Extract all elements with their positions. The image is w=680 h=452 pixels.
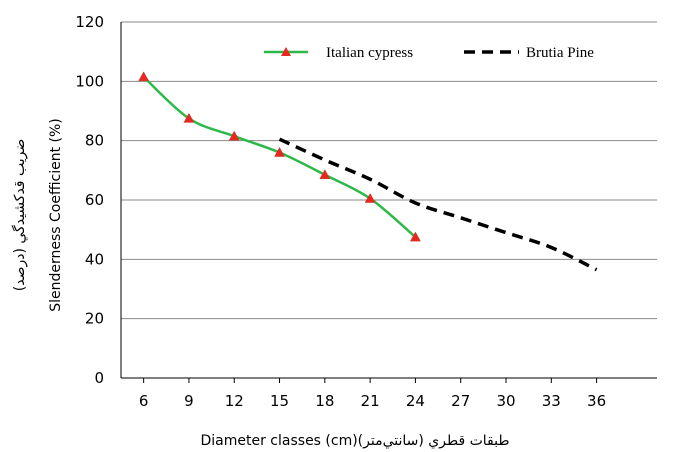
legend: Italian cypress Brutia Pine <box>264 45 594 61</box>
x-tick-labels: 6 9 12 15 18 21 24 27 30 33 36 <box>139 392 606 410</box>
point-italian-cypress-9 <box>183 112 195 123</box>
series-line-brutia-pine <box>278 137 598 272</box>
x-axis-title: Diameter classes (cm)(طبقات قطري (سانتي‌… <box>201 433 510 449</box>
axes <box>120 22 657 383</box>
x-tick-12: 12 <box>225 392 244 410</box>
y-tick-120: 120 <box>75 13 104 31</box>
x-tick-6: 6 <box>139 392 149 410</box>
x-tick-36: 36 <box>587 392 606 410</box>
point-italian-cypress-12 <box>228 130 240 141</box>
series-layer <box>138 71 598 272</box>
gridlines <box>121 21 657 320</box>
y-tick-100: 100 <box>75 72 104 90</box>
y-tick-80: 80 <box>85 132 104 150</box>
point-italian-cypress-15 <box>274 147 285 157</box>
point-italian-cypress-6 <box>138 71 150 82</box>
x-tick-30: 30 <box>496 392 515 410</box>
y-axis-title-persian: ضريب قدکشيدگي (درصد) <box>11 139 28 291</box>
y-axis-title: Slenderness Coefficient (%) <box>48 118 64 312</box>
y-tick-20: 20 <box>85 310 104 328</box>
x-tick-15: 15 <box>270 392 289 410</box>
x-tick-33: 33 <box>542 392 561 410</box>
y-tick-60: 60 <box>85 191 104 209</box>
legend-marker-italian-cypress <box>281 47 291 56</box>
y-tick-0: 0 <box>94 369 104 387</box>
x-tick-27: 27 <box>451 392 470 410</box>
point-italian-cypress-21 <box>364 193 376 203</box>
x-tick-21: 21 <box>361 392 380 410</box>
legend-label-italian-cypress: Italian cypress <box>326 45 413 61</box>
x-tick-9: 9 <box>184 392 194 410</box>
x-tick-24: 24 <box>406 392 425 410</box>
series-line-italian-cypress <box>142 75 417 239</box>
x-tick-18: 18 <box>315 392 334 410</box>
y-tick-labels: 0 20 40 60 80 100 120 <box>75 13 104 387</box>
point-italian-cypress-18 <box>319 169 331 180</box>
y-tick-40: 40 <box>85 250 104 268</box>
legend-label-brutia-pine: Brutia Pine <box>526 45 594 61</box>
point-italian-cypress-24 <box>409 231 421 242</box>
